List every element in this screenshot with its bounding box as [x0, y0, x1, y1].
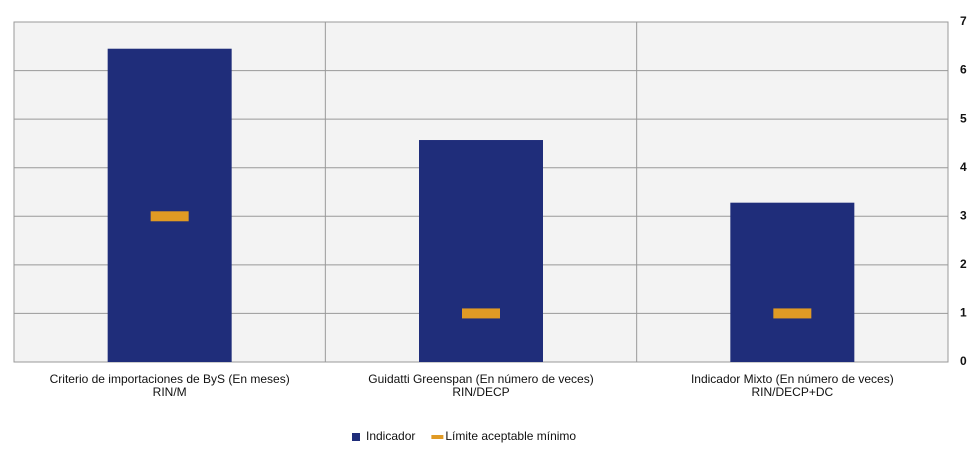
y-tick-label: 1 — [960, 306, 967, 320]
x-tick-label: RIN/DECP — [452, 385, 509, 399]
y-tick-label: 7 — [960, 14, 967, 28]
legend-label: Indicador — [366, 429, 415, 443]
legend-swatch — [352, 433, 360, 441]
legend-label: Límite aceptable mínimo — [445, 429, 576, 443]
y-tick-label: 3 — [960, 208, 967, 222]
limit-marker — [150, 211, 189, 222]
bar — [730, 202, 855, 362]
x-tick-label: Indicador Mixto (En número de veces) — [691, 372, 894, 386]
x-tick-label: Guidatti Greenspan (En número de veces) — [368, 372, 593, 386]
y-tick-label: 0 — [960, 354, 967, 368]
x-tick-label: RIN/DECP+DC — [751, 385, 833, 399]
bar — [107, 48, 232, 362]
x-tick-label: Criterio de importaciones de ByS (En mes… — [50, 372, 290, 386]
limit-marker — [462, 308, 500, 319]
y-tick-label: 6 — [960, 63, 967, 77]
y-tick-label: 2 — [960, 257, 967, 271]
legend-swatch — [431, 435, 444, 439]
x-tick-label: RIN/M — [153, 385, 187, 399]
bar — [419, 140, 543, 362]
limit-marker — [773, 308, 812, 319]
y-tick-label: 5 — [960, 111, 967, 125]
y-tick-label: 4 — [960, 160, 967, 174]
